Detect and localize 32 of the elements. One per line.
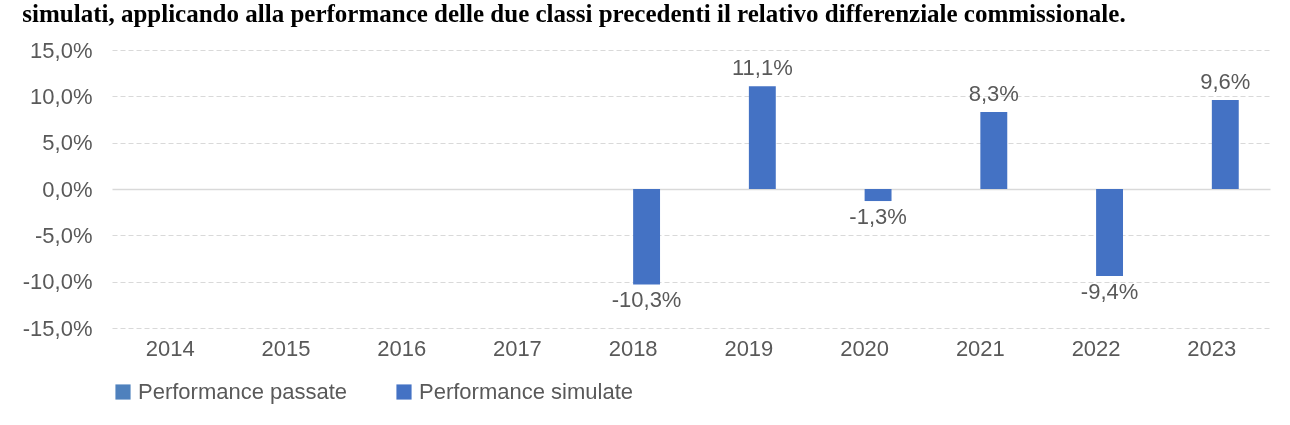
x-tick-label: 2022 bbox=[1071, 335, 1121, 361]
y-tick-label: 5,0% bbox=[42, 130, 93, 156]
data-label: -10,3% bbox=[611, 287, 682, 313]
y-tick-label: -10,0% bbox=[22, 269, 93, 295]
y-tick-label: 0,0% bbox=[42, 176, 93, 202]
bar bbox=[633, 189, 661, 285]
data-label: 11,1% bbox=[731, 55, 793, 81]
x-tick-label: 2014 bbox=[145, 335, 195, 361]
y-tick-label: 15,0% bbox=[30, 37, 93, 63]
bar bbox=[980, 112, 1008, 189]
bar bbox=[864, 189, 892, 202]
y-tick-label: 10,0% bbox=[30, 83, 93, 109]
bar bbox=[748, 86, 776, 189]
x-tick-label: 2019 bbox=[724, 335, 774, 361]
x-tick-label: 2015 bbox=[261, 335, 311, 361]
y-tick-label: -15,0% bbox=[22, 315, 93, 341]
bar bbox=[1096, 189, 1124, 277]
legend-label: Performance simulate bbox=[419, 379, 633, 404]
y-tick-label: -5,0% bbox=[35, 222, 93, 248]
data-label: 9,6% bbox=[1200, 69, 1251, 95]
legend-label: Performance passate bbox=[138, 379, 348, 404]
x-tick-label: 2016 bbox=[377, 335, 427, 361]
data-label: -9,4% bbox=[1080, 279, 1139, 305]
x-tick-label: 2023 bbox=[1187, 335, 1237, 361]
x-tick-label: 2021 bbox=[955, 335, 1005, 361]
x-tick-label: 2018 bbox=[608, 335, 658, 361]
data-label: -1,3% bbox=[849, 204, 907, 230]
bar bbox=[1211, 100, 1239, 189]
chart-title: simulati, applicando alla performance delle due classi precedenti il relativo differenziale commissionale. bbox=[22, 0, 1126, 27]
x-tick-label: 2017 bbox=[492, 335, 542, 361]
x-tick-label: 2020 bbox=[840, 335, 890, 361]
data-label: 8,3% bbox=[968, 81, 1019, 107]
